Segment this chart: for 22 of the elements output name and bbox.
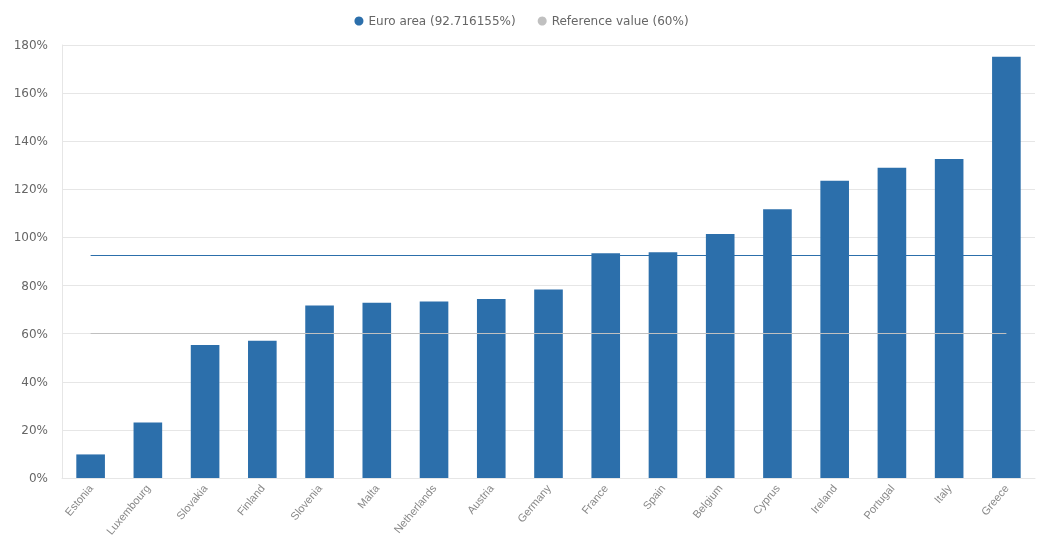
bar	[133, 422, 163, 478]
bar	[190, 344, 220, 478]
y-tick-label: 40%	[21, 374, 48, 389]
y-tick-label: 80%	[21, 278, 48, 293]
x-tick-label: Italy	[931, 481, 955, 506]
bar	[476, 299, 506, 478]
bar	[248, 340, 277, 478]
bar	[534, 289, 563, 478]
bar	[419, 301, 449, 478]
y-tick-label: 120%	[13, 182, 48, 197]
bar	[362, 302, 392, 478]
y-tick-label: 180%	[13, 38, 48, 52]
legend-label: Reference value (60%)	[551, 14, 689, 28]
y-tick-label: 0%	[28, 471, 48, 485]
y-tick-label: 20%	[21, 422, 48, 437]
bar	[76, 454, 105, 478]
y-tick-label: 140%	[13, 134, 48, 149]
legend-label: Euro area (92.716155%)	[368, 14, 516, 28]
y-tick-label: 160%	[13, 86, 48, 101]
bar	[305, 305, 334, 478]
y-tick-label: 60%	[21, 326, 48, 341]
y-tick-label: 100%	[13, 230, 48, 245]
